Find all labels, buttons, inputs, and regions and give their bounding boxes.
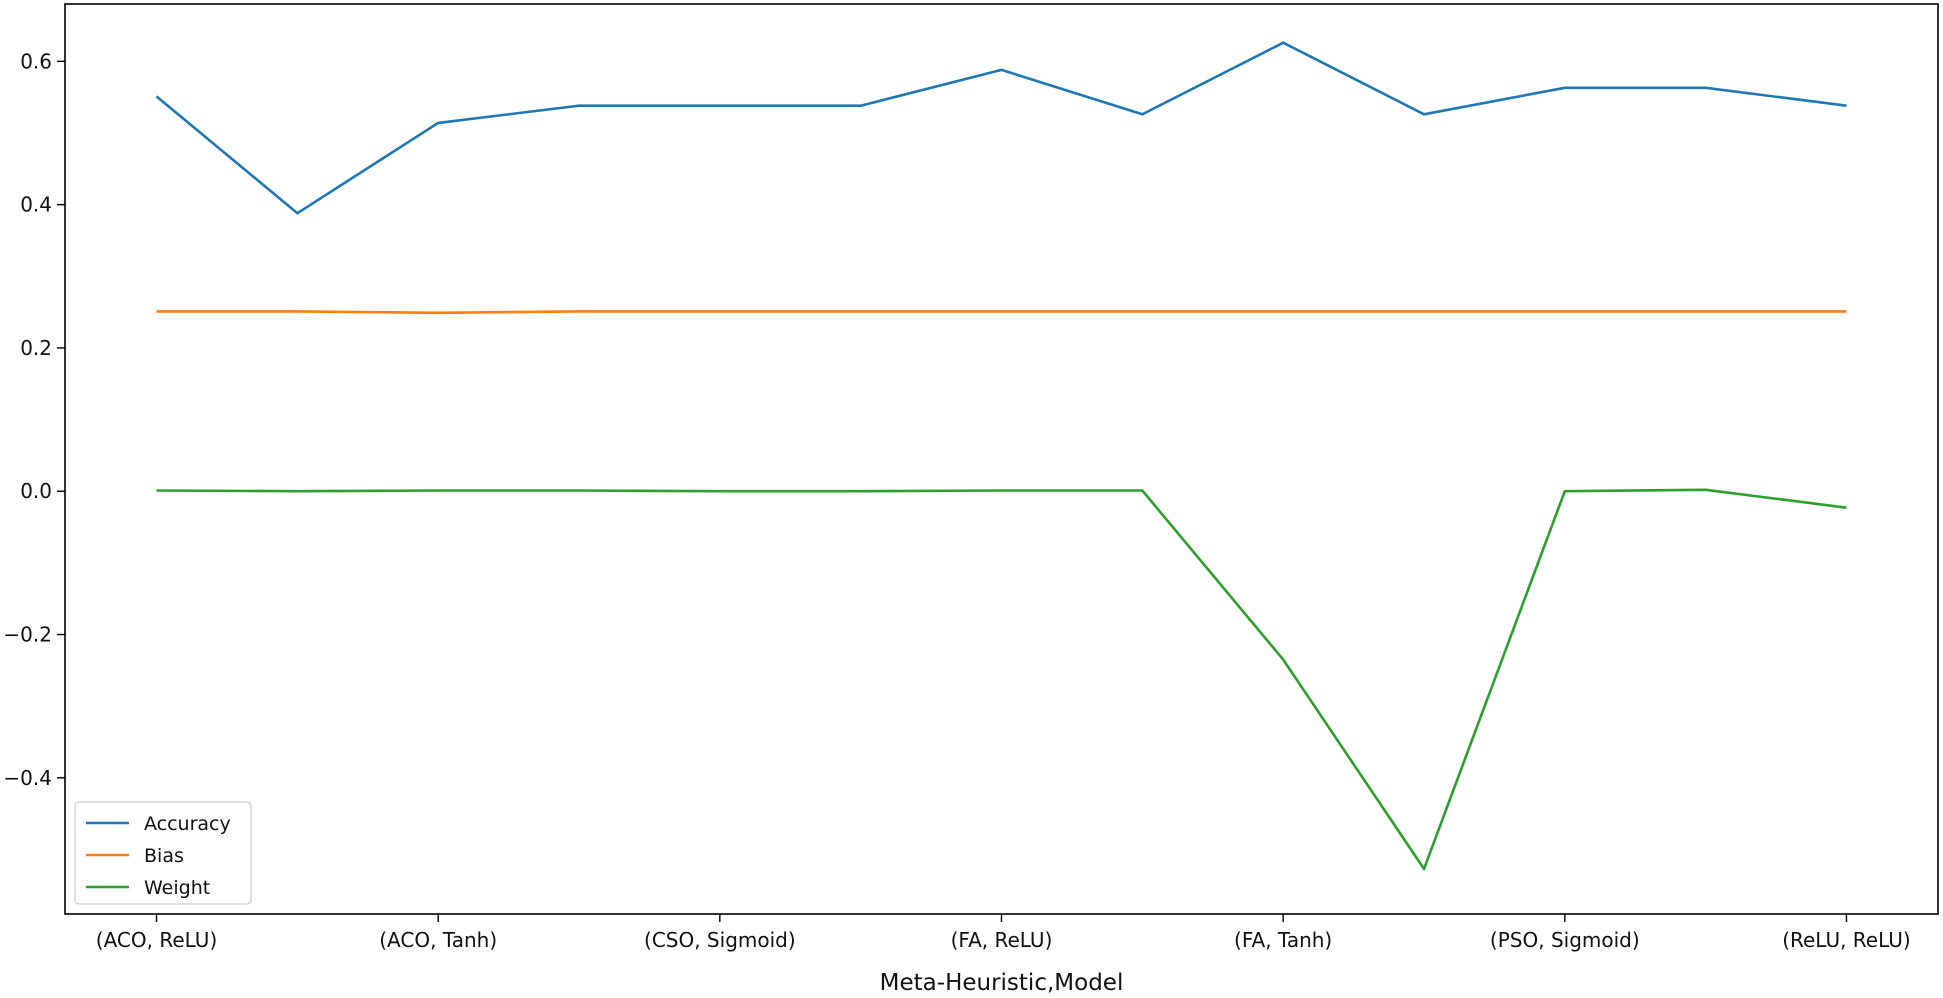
x-tick-label: (FA, ReLU) [951, 928, 1053, 952]
y-tick-label: 0.4 [20, 193, 52, 217]
legend-label: Bias [144, 845, 184, 867]
x-tick-label: (ACO, ReLU) [96, 928, 217, 952]
x-tick-label: (FA, Tanh) [1234, 928, 1332, 952]
y-tick-label: 0.2 [20, 336, 52, 360]
x-tick-label: (ReLU, ReLU) [1782, 928, 1911, 952]
x-tick-label: (CSO, Sigmoid) [644, 928, 796, 952]
series-line-weight [156, 488, 1847, 871]
series-line-accuracy [155, 41, 1847, 215]
y-tick-label: 0.0 [20, 479, 52, 503]
legend: Accuracy Bias Weight [74, 801, 252, 905]
series-layer [155, 41, 1847, 871]
legend-label: Accuracy [144, 813, 231, 835]
plot-frame [64, 3, 1939, 915]
series-line-bias [156, 310, 1847, 315]
x-tick-label: (PSO, Sigmoid) [1490, 928, 1640, 952]
y-axis: −0.4 −0.2 0.0 0.2 0.4 0.6 [3, 49, 65, 790]
y-tick-label: −0.2 [3, 623, 52, 647]
y-tick-label: −0.4 [3, 766, 52, 790]
y-tick-label: 0.6 [20, 49, 52, 73]
x-axis: (ACO, ReLU) (ACO, Tanh) (CSO, Sigmoid) (FA,… [96, 914, 1911, 952]
plot-area [64, 3, 1939, 915]
x-axis-title: Meta-Heuristic,Model [880, 970, 1124, 996]
x-tick-label: (ACO, Tanh) [379, 928, 497, 952]
legend-label: Weight [144, 877, 210, 899]
legend-box [74, 801, 252, 905]
